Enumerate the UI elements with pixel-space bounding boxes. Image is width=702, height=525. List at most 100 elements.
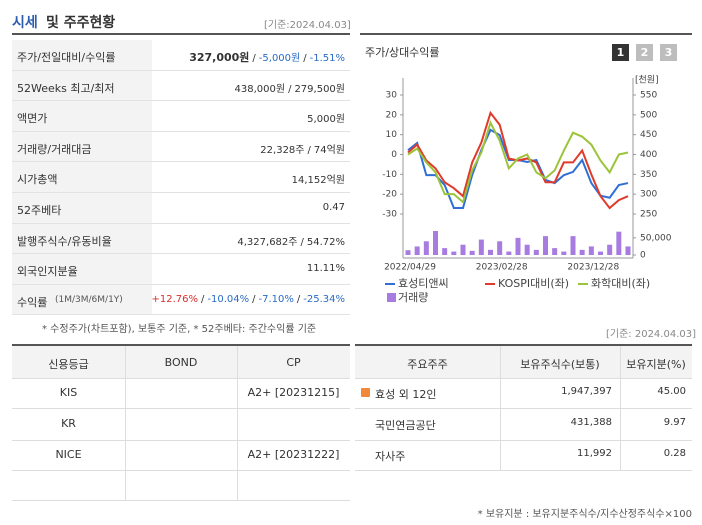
separator: / [303,53,307,64]
volume-bar [607,244,613,255]
value-part: -1.51% [309,53,345,64]
row-label-sub: (1M/3M/6M/1Y) [55,294,123,305]
series-line [407,120,629,204]
header-bg [12,346,350,378]
volume-bar [570,236,576,255]
col-line [620,346,621,470]
separator: / [300,236,304,248]
row-value: 11.11% [307,263,345,274]
y-tick-label: -10 [382,170,397,180]
value-part: 438,000원 [234,83,286,95]
rule [360,33,692,35]
row-value: +12.76% / -10.04% / -7.10% / -25.34% [151,294,345,305]
row-value: 4,327,682주/54.72% [237,233,345,248]
tab-button[interactable] [612,44,629,61]
row-value: 438,000원/279,500원 [235,80,346,95]
value-part: 327,000원 [189,51,250,64]
series-line [407,128,629,210]
value-part: 5,000원 [307,114,345,126]
holders-date: [기준: 2024.04.03] [606,329,697,340]
label-cell [12,162,152,193]
row-line [355,408,692,409]
chart-title: 주가/상대수익률 [365,46,440,59]
y2-tick-label: 450 [640,130,657,140]
row-label: 액면가 [17,112,48,126]
expand-icon[interactable] [361,388,370,397]
row-line [12,69,350,71]
holder-ratio: 9.97 [663,417,686,428]
holder-name: 효성 외 12인 [375,388,437,401]
row-line [12,130,350,132]
row-value: 22,328주/74억원 [260,141,345,156]
title-main: 시세 [12,15,38,31]
value-part: +12.76% [151,293,198,305]
value-part: 4,327,682주 [237,236,298,248]
label-cell [12,101,152,132]
row-line [12,161,350,163]
volume-bar [579,249,585,255]
col-line [500,346,501,470]
y2-axis-label: [천원] [635,75,659,86]
y2-tick-label: 350 [640,170,657,180]
volume-bar [433,231,438,255]
volume-bar [588,246,594,255]
x-tick-label: 2023/02/28 [476,263,528,273]
row-label: 발행주식수/유동비율 [17,234,112,248]
volume-bar [442,248,448,255]
volume-bar [460,244,466,255]
volume-bar [625,246,631,255]
footnote: * 수정주가(차트포함), 보통주 기준, * 52주베타: 주간수익률 기준 [42,324,317,335]
row-line [12,222,350,224]
row-label: 시가총액 [17,173,58,187]
y2-tick-label: 550 [640,91,657,101]
row-line [12,100,350,102]
date: [기준:2024.04.03] [264,20,351,31]
tab-button[interactable] [660,44,677,61]
y2-tick-label: 500 [640,110,657,120]
col-line [125,346,126,500]
row-label: 주가/전일대비/수익률 [17,51,116,64]
header-cell: 보유주식수(보통) [520,358,600,371]
row-line [355,378,692,379]
row-line [12,314,350,316]
volume-bar [478,239,484,255]
y2-tick-label: 250 [640,210,657,220]
volume-bar [497,241,503,255]
legend-swatch [387,293,396,302]
value-part: 22,328주 [260,144,305,156]
volume-bar [616,231,622,255]
holder-shares: 11,992 [577,448,612,459]
y-tick-label: 30 [386,91,398,101]
y-tick-label: 20 [386,110,398,120]
separator: / [252,293,256,305]
x-tick-label: 2023/12/28 [567,263,619,273]
label-cell [12,193,152,224]
row-label: 거래량/거래대금 [17,142,92,156]
y-tick-label: -30 [382,210,397,220]
holder-name: 국민연금공단 [375,419,436,432]
volume-bar [561,251,567,255]
value-part: 0.47 [322,202,345,213]
agency: KIS [59,386,78,399]
tab-button[interactable] [636,44,653,61]
volume-bar [451,251,457,255]
row-line [12,500,350,501]
volume-tick-label: 0 [640,251,646,261]
volume-bar [414,246,420,255]
row-value: 5,000원 [307,110,345,125]
label-cell [12,284,152,316]
row-line [12,283,350,285]
label-cell [12,223,152,255]
holder-shares: 1,947,397 [561,386,612,397]
row-value: 0.47 [323,202,345,213]
volume-bar [552,248,558,255]
agency: NICE [55,448,82,461]
y2-tick-label: 400 [640,150,657,160]
label-cell [12,254,152,285]
rule [12,33,350,35]
value-part: -7.10% [258,293,294,305]
y-tick-label: 0 [391,150,397,160]
row-line [12,440,350,441]
volume-bar [423,241,429,255]
